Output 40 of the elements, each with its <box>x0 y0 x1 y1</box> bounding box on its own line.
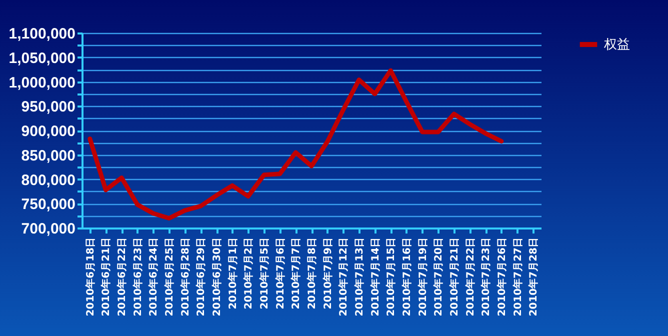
x-tick-label: 2010年7月7日 <box>290 238 302 310</box>
x-tick-label: 2010年7月15日 <box>385 238 398 316</box>
y-tick-label: 850,000 <box>21 147 76 164</box>
x-tick-label: 2010年7月9日 <box>322 238 334 310</box>
y-tick-label: 900,000 <box>21 123 76 140</box>
x-tick-label: 2010年6月23日 <box>132 238 144 316</box>
x-tick-label: 2010年6月21日 <box>100 238 112 316</box>
y-tick-label: 1,050,000 <box>8 50 76 67</box>
y-tick-label: 700,000 <box>21 220 76 238</box>
legend-label: 权益 <box>603 38 630 52</box>
x-tick-label: 2010年6月22日 <box>116 238 128 316</box>
x-tick-label: 2010年7月13日 <box>353 238 366 316</box>
x-tick-label: 2010年6月25日 <box>164 238 176 316</box>
x-tick-label: 2010年7月16日 <box>400 238 413 316</box>
x-tick-label: 2010年6月18日 <box>84 238 96 316</box>
x-tick-label: 2010年7月21日 <box>448 238 460 316</box>
x-tick-label: 2010年7月6日 <box>274 238 286 310</box>
y-tick-label: 1,000,000 <box>8 74 76 92</box>
y-tick-label: 950,000 <box>21 98 76 116</box>
x-tick-label: 2010年7月1日 <box>226 238 239 310</box>
x-tick-label: 2010年7月22日 <box>464 238 476 316</box>
x-tick-label: 2010年7月23日 <box>480 238 492 316</box>
x-tick-label: 2010年6月24日 <box>148 238 160 316</box>
x-tick-label: 2010年7月8日 <box>306 238 318 310</box>
x-tick-label: 2010年7月27日 <box>512 238 524 316</box>
y-tick-label: 1,100,000 <box>8 26 76 42</box>
y-tick-label: 750,000 <box>21 196 76 214</box>
x-tick-label: 2010年7月26日 <box>496 238 508 316</box>
x-tick-label: 2010年7月2日 <box>242 238 255 310</box>
y-tick-label: 800,000 <box>21 172 76 189</box>
x-tick-label: 2010年7月5日 <box>258 238 271 310</box>
line-series <box>88 68 504 220</box>
x-tick-label: 2010年6月29日 <box>195 238 208 316</box>
x-tick-label: 2010年7月20日 <box>432 238 445 316</box>
x-tick-label: 2010年7月14日 <box>369 238 382 316</box>
x-tick-label: 2010年7月19日 <box>416 238 429 316</box>
x-tick-label: 2010年7月12日 <box>338 238 350 316</box>
x-tick-label: 2010年7月28日 <box>528 238 540 316</box>
x-tick-label: 2010年6月28日 <box>179 238 192 316</box>
x-tick-label: 2010年6月30日 <box>211 238 224 316</box>
